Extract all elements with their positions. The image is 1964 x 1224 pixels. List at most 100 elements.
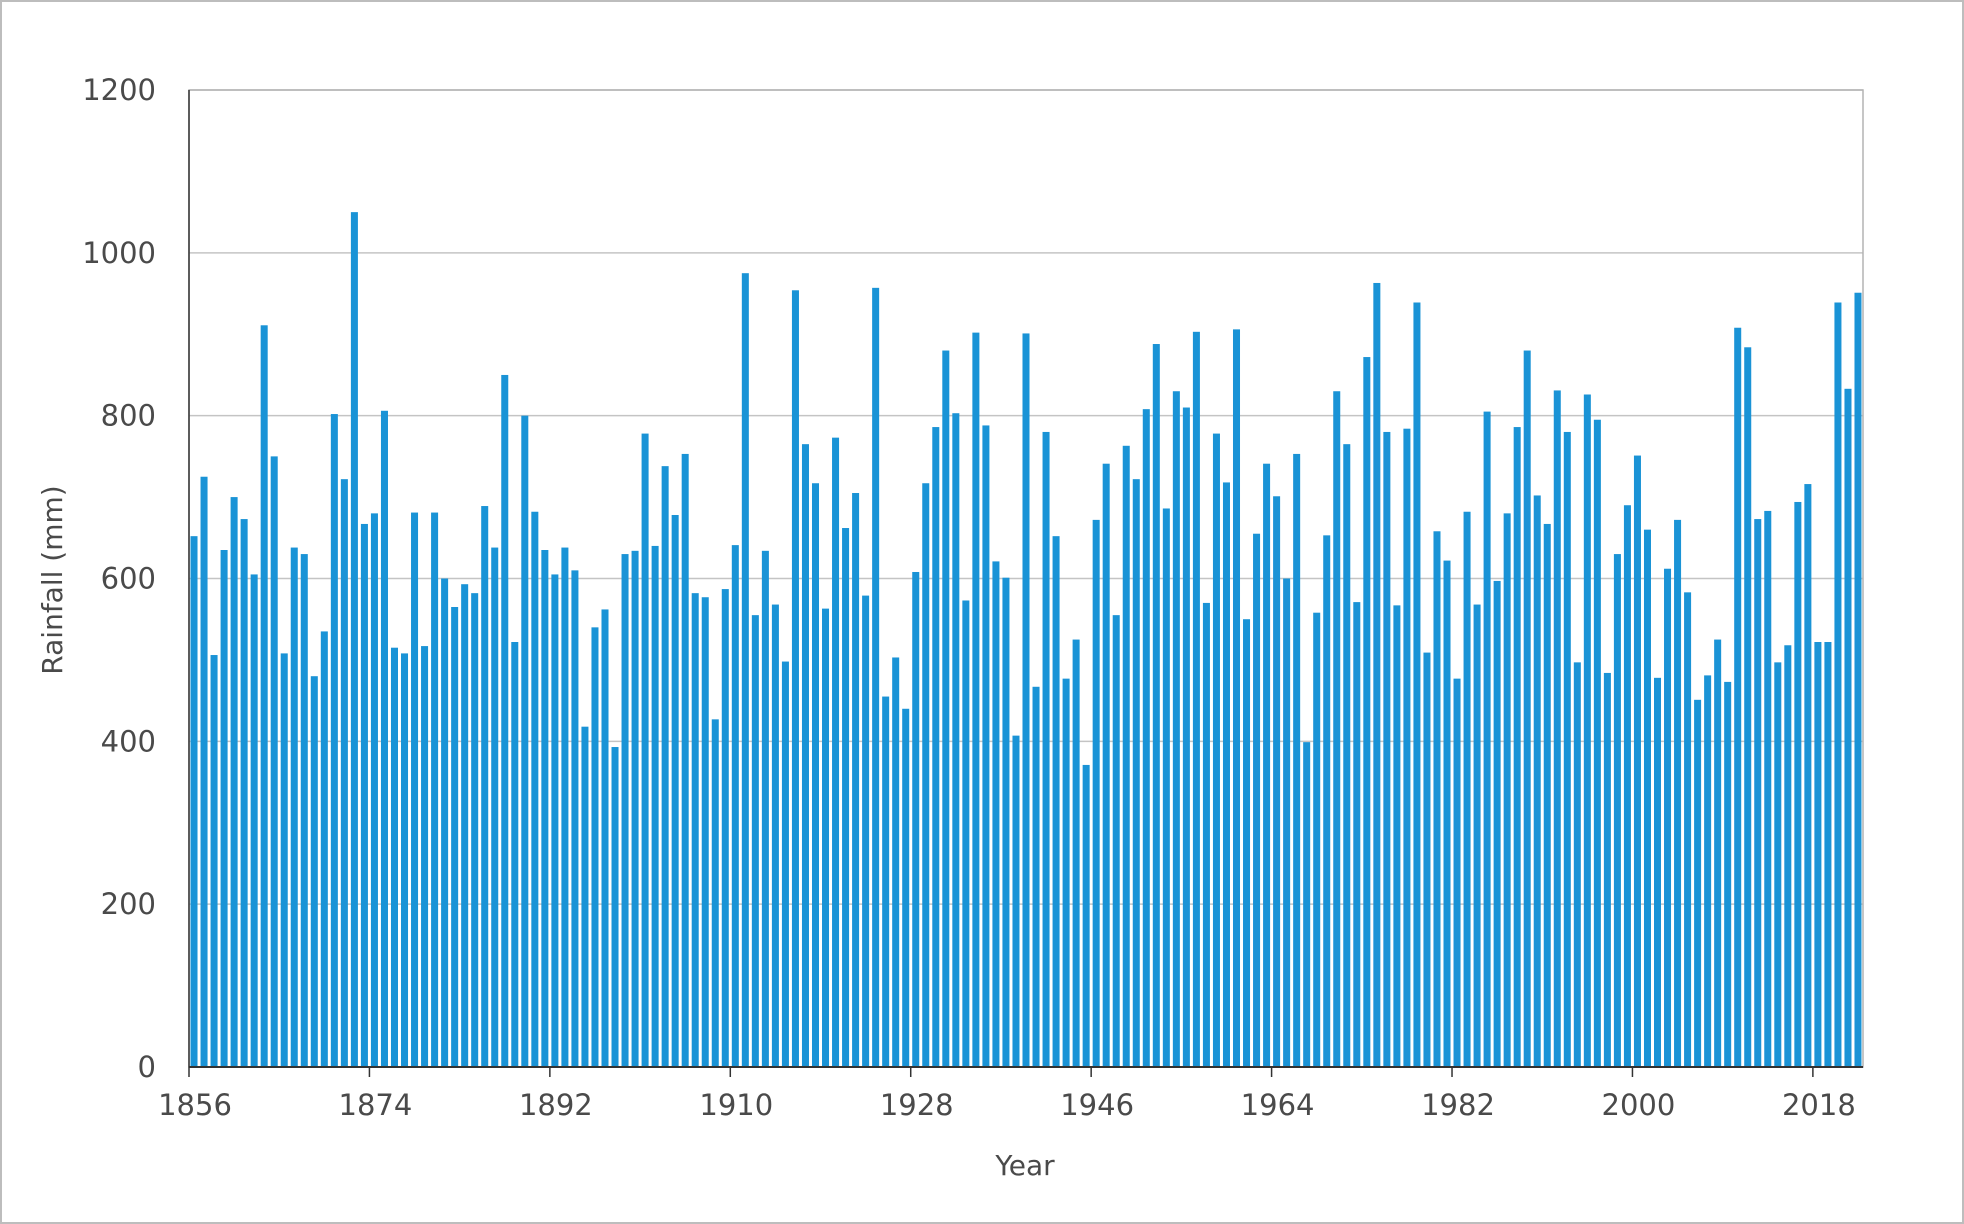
bar-1882	[451, 607, 459, 1067]
bar-1996	[1593, 419, 1601, 1067]
bar-1993	[1563, 431, 1571, 1067]
bar-1913	[761, 550, 769, 1067]
y-tick-labels: 0 200 400 600 800 1000 1200	[82, 73, 156, 1084]
bar-1861	[240, 519, 248, 1067]
bar-1871	[340, 479, 348, 1067]
bar-1958	[1212, 433, 1220, 1068]
y-tick-0: 0	[138, 1050, 156, 1084]
bar-1954	[1172, 391, 1180, 1067]
bar-1857	[200, 476, 208, 1068]
bars	[190, 212, 1862, 1068]
bar-1896	[591, 627, 599, 1067]
bar-1868	[310, 676, 318, 1067]
x-tick-1892: 1892	[519, 1088, 593, 1122]
bar-1940	[1032, 686, 1040, 1067]
bar-2005	[1684, 592, 1692, 1067]
bar-1984	[1473, 604, 1481, 1067]
bar-1951	[1142, 409, 1150, 1067]
bar-1944	[1072, 639, 1080, 1067]
bar-1874	[370, 513, 378, 1067]
bar-2017	[1804, 484, 1812, 1067]
bar-1923	[862, 595, 870, 1067]
bar-1894	[571, 570, 579, 1067]
bar-1902	[651, 545, 659, 1067]
bar-1955	[1182, 407, 1190, 1067]
bar-1914	[771, 604, 779, 1067]
bar-1890	[531, 511, 539, 1067]
bar-1865	[280, 653, 288, 1067]
bar-1962	[1253, 533, 1261, 1067]
x-tick-1874: 1874	[339, 1088, 413, 1122]
bar-1987	[1503, 513, 1511, 1067]
bar-1916	[791, 290, 799, 1067]
bar-2014	[1774, 662, 1782, 1067]
bar-1975	[1383, 431, 1391, 1067]
bar-1875	[380, 410, 388, 1067]
bar-1978	[1413, 302, 1421, 1067]
bar-1938	[1012, 735, 1020, 1067]
bar-1908	[711, 719, 719, 1067]
bar-1917	[801, 444, 809, 1067]
bar-1889	[521, 415, 529, 1067]
bar-1976	[1393, 605, 1401, 1067]
y-tick-600: 600	[101, 562, 156, 596]
bar-1866	[290, 547, 298, 1067]
y-tick-400: 400	[101, 724, 156, 758]
bar-1918	[811, 483, 820, 1067]
bar-2021	[1844, 388, 1852, 1067]
x-tick-1910: 1910	[699, 1088, 773, 1122]
bar-1879	[421, 646, 429, 1067]
bar-1878	[411, 512, 419, 1067]
bar-2010	[1734, 327, 1742, 1067]
bar-1887	[501, 374, 509, 1068]
bar-1939	[1022, 333, 1030, 1067]
bar-1883	[461, 584, 469, 1067]
bar-2008	[1714, 639, 1722, 1067]
bar-2015	[1784, 645, 1792, 1067]
x-tick-1946: 1946	[1060, 1088, 1134, 1122]
bar-1900	[631, 550, 639, 1067]
bar-1905	[681, 453, 689, 1067]
bar-1859	[220, 550, 228, 1067]
bar-1897	[601, 609, 609, 1067]
bar-1971	[1343, 444, 1351, 1067]
bar-1888	[511, 642, 519, 1067]
bar-1880	[431, 512, 439, 1067]
bar-1903	[661, 466, 669, 1067]
bar-1991	[1543, 523, 1551, 1067]
bar-1947	[1102, 463, 1110, 1067]
bar-1974	[1373, 282, 1381, 1068]
bar-1943	[1062, 678, 1070, 1067]
bar-1983	[1463, 511, 1471, 1067]
bar-1895	[581, 726, 589, 1067]
bar-2009	[1724, 681, 1732, 1067]
bar-2020	[1834, 302, 1842, 1067]
bar-1934	[972, 332, 980, 1067]
bar-2019	[1824, 642, 1832, 1067]
bar-1858	[210, 655, 218, 1067]
bar-1990	[1533, 495, 1541, 1068]
bar-2002	[1654, 677, 1662, 1067]
bar-1893	[561, 547, 569, 1067]
bar-1981	[1443, 560, 1451, 1067]
bar-1877	[401, 653, 409, 1067]
bar-2022	[1854, 292, 1862, 1068]
bar-1884	[471, 593, 479, 1067]
y-tick-1000: 1000	[82, 236, 156, 270]
bar-1949	[1122, 445, 1130, 1067]
bar-1925	[882, 696, 890, 1067]
bar-1982	[1453, 678, 1461, 1067]
y-tick-1200: 1200	[82, 73, 156, 107]
bar-1961	[1243, 619, 1251, 1067]
bar-1881	[441, 578, 449, 1067]
bar-2016	[1794, 501, 1802, 1068]
bar-1909	[721, 589, 729, 1067]
axes	[188, 89, 1864, 1068]
bar-1872	[350, 212, 358, 1068]
bar-1977	[1403, 428, 1411, 1067]
bar-1863	[260, 325, 268, 1067]
bar-1885	[481, 506, 489, 1067]
bar-2013	[1764, 510, 1772, 1067]
bar-1946	[1092, 519, 1100, 1067]
bar-2001	[1643, 529, 1651, 1067]
